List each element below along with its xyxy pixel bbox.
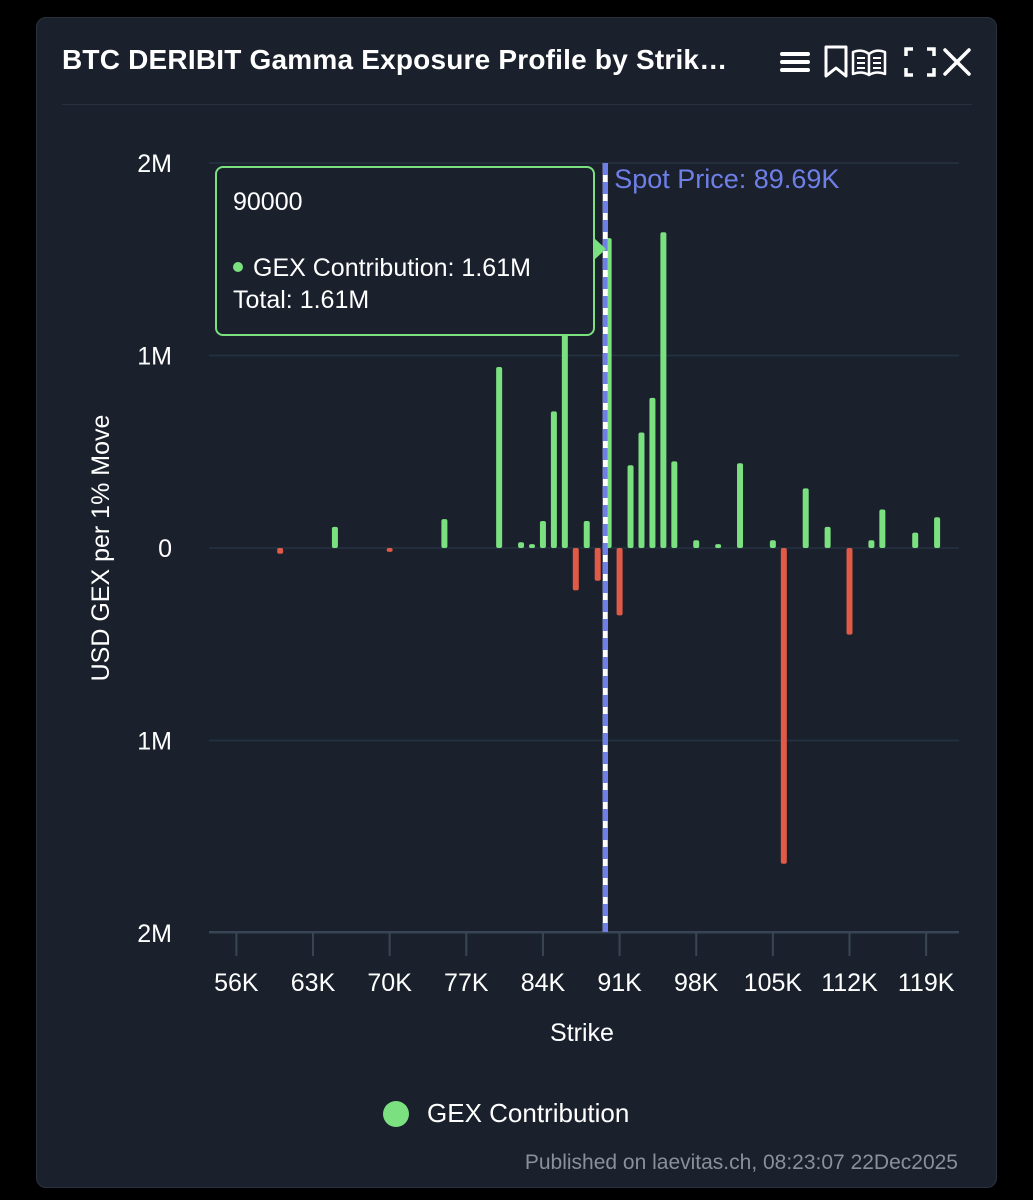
gex-bar xyxy=(572,548,579,591)
close-icon[interactable] xyxy=(941,44,973,80)
gex-bar xyxy=(539,521,546,548)
gex-bar xyxy=(769,540,776,548)
x-tick-label: 84K xyxy=(521,969,566,997)
gex-bar xyxy=(386,548,393,552)
gex-bar xyxy=(802,488,809,548)
gex-bar xyxy=(638,432,645,548)
gex-bar xyxy=(331,526,338,548)
y-tick-label: 2M xyxy=(137,150,172,178)
y-axis-title: USD GEX per 1% Move xyxy=(87,415,115,682)
gex-bar xyxy=(846,548,853,635)
gex-bar xyxy=(441,519,448,548)
tooltip-series-row: GEX Contribution: 1.61M xyxy=(233,254,531,283)
tooltip-series-dot xyxy=(233,262,243,273)
chart-tooltip: 90000 GEX Contribution: 1.61M Total: 1.6… xyxy=(215,166,595,336)
header-divider xyxy=(62,104,972,105)
gex-bar xyxy=(693,540,700,548)
menu-icon[interactable] xyxy=(777,44,813,80)
gex-bar xyxy=(528,544,535,548)
gex-bar xyxy=(496,367,503,548)
x-tick-label: 105K xyxy=(744,969,803,997)
gex-bar xyxy=(780,548,787,864)
fullscreen-icon[interactable] xyxy=(903,44,937,80)
gex-bar xyxy=(715,544,722,548)
tooltip-series-value: GEX Contribution: 1.61M xyxy=(253,254,531,282)
gex-bar xyxy=(616,548,623,616)
chart-title: BTC DERIBIT Gamma Exposure Profile by St… xyxy=(62,44,728,75)
y-tick-label: 2M xyxy=(137,920,172,948)
legend-label: GEX Contribution xyxy=(427,1098,630,1128)
y-tick-label: 0 xyxy=(158,535,172,563)
x-tick-label: 98K xyxy=(674,969,719,997)
chart-panel: BTC DERIBIT Gamma Exposure Profile by St… xyxy=(36,17,997,1188)
chart-plot: 2M 1M 0 1M 2M 56K 63K 70K 77K 84K 91K 98K 105K 112K 11… xyxy=(87,150,959,1047)
bookmark-icon[interactable] xyxy=(821,44,851,80)
legend-item-gex-contribution[interactable]: GEX Contribution xyxy=(383,1098,629,1129)
tooltip-pointer xyxy=(594,238,606,260)
book-open-icon[interactable] xyxy=(851,44,887,80)
gex-bar xyxy=(868,540,875,548)
published-credit: Published on laevitas.ch, 08:23:07 22Dec… xyxy=(524,1151,958,1174)
gex-bar xyxy=(912,532,919,548)
gex-bar xyxy=(518,542,525,548)
x-tick-label: 91K xyxy=(597,969,642,997)
y-tick-label: 1M xyxy=(137,728,172,756)
gex-bar xyxy=(550,411,557,548)
spot-price-label: Spot Price: 89.69K xyxy=(614,164,839,194)
gex-bar xyxy=(824,526,831,548)
gex-bar xyxy=(660,232,667,549)
gex-bar xyxy=(649,397,656,548)
tooltip-strike: 90000 xyxy=(233,188,303,216)
x-tick-label: 70K xyxy=(367,969,412,997)
gex-bar xyxy=(737,463,744,548)
gex-bar xyxy=(583,521,590,548)
gex-bar xyxy=(879,509,886,548)
x-tick-label: 119K xyxy=(898,969,955,997)
x-axis-title: Strike xyxy=(550,1019,614,1047)
tooltip-total: Total: 1.61M xyxy=(233,286,370,314)
gex-bar xyxy=(934,517,941,548)
gex-bar xyxy=(627,465,634,548)
x-tick-label: 63K xyxy=(291,969,336,997)
legend-dot xyxy=(383,1100,409,1127)
gex-bar xyxy=(277,548,284,554)
gex-bar xyxy=(594,548,601,581)
x-tick-label: 77K xyxy=(444,969,489,997)
gex-bar xyxy=(561,330,568,548)
x-tick-label: 56K xyxy=(214,969,259,997)
y-tick-label: 1M xyxy=(137,343,172,371)
x-tick-label: 112K xyxy=(821,969,878,997)
gex-bar xyxy=(671,461,678,548)
